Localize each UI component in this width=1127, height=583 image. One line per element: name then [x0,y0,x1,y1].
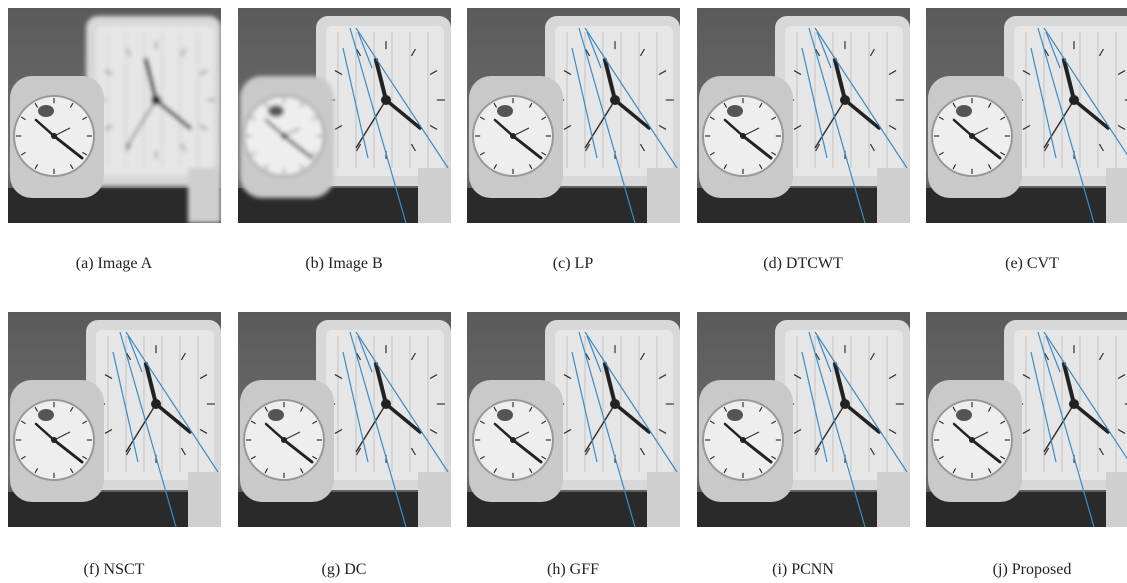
image-detail [418,168,451,223]
image-detail [969,437,975,443]
page: (a) Image A (b) Image B [0,0,1127,583]
panel-caption: (j) Proposed [993,561,1072,578]
image-detail [1106,472,1127,527]
left-clock [928,380,1022,502]
image-detail [188,472,221,527]
image-panel [238,8,451,223]
image-detail [647,168,680,223]
image-panel [926,312,1127,527]
image-detail [510,133,516,139]
panel-caption: (f) NSCT [84,561,145,578]
panel-caption: (a) Image A [76,255,153,272]
left-clock [240,380,334,502]
image-detail [418,472,451,527]
left-clock [469,76,563,198]
image-detail [381,95,391,105]
panel-caption: (e) CVT [1005,255,1059,272]
image-detail [647,472,680,527]
image-detail [510,437,516,443]
image-detail [268,409,284,421]
image-panel [8,8,221,223]
image-panel [697,312,910,527]
image-detail [1069,399,1079,409]
image-detail [610,399,620,409]
image-detail [51,133,57,139]
image-detail [877,168,910,223]
left-clock [240,76,334,198]
left-clock [10,380,104,502]
image-detail [38,105,54,117]
image-detail [151,95,161,105]
image-detail [497,409,513,421]
image-detail [956,105,972,117]
image-panel [467,312,680,527]
figure: (a) Image A (b) Image B [0,0,1127,583]
image-detail [268,105,284,117]
image-detail [497,105,513,117]
image-detail [727,409,743,421]
left-clock [928,76,1022,198]
image-panel [467,8,680,223]
image-panel [238,312,451,527]
left-clock [469,380,563,502]
image-panel [8,312,221,527]
image-detail [381,399,391,409]
panel-caption: (b) Image B [305,255,382,272]
panel-caption: (g) DC [322,561,367,578]
left-clock [699,380,793,502]
image-detail [1106,168,1127,223]
image-detail [281,133,287,139]
image-detail [840,95,850,105]
left-clock [699,76,793,198]
image-detail [1069,95,1079,105]
image-detail [51,437,57,443]
image-detail [188,168,221,223]
image-detail [727,105,743,117]
panel-caption: (d) DTCWT [763,255,843,272]
image-detail [151,399,161,409]
panel-caption: (h) GFF [547,561,599,578]
image-detail [740,437,746,443]
image-detail [969,133,975,139]
image-panel [926,8,1127,223]
image-panel [697,8,910,223]
image-detail [877,472,910,527]
left-clock [10,76,104,198]
image-detail [281,437,287,443]
image-detail [840,399,850,409]
image-detail [38,409,54,421]
panel-caption: (i) PCNN [772,561,834,578]
image-detail [956,409,972,421]
image-detail [610,95,620,105]
panel-caption: (c) LP [553,255,594,272]
image-detail [740,133,746,139]
